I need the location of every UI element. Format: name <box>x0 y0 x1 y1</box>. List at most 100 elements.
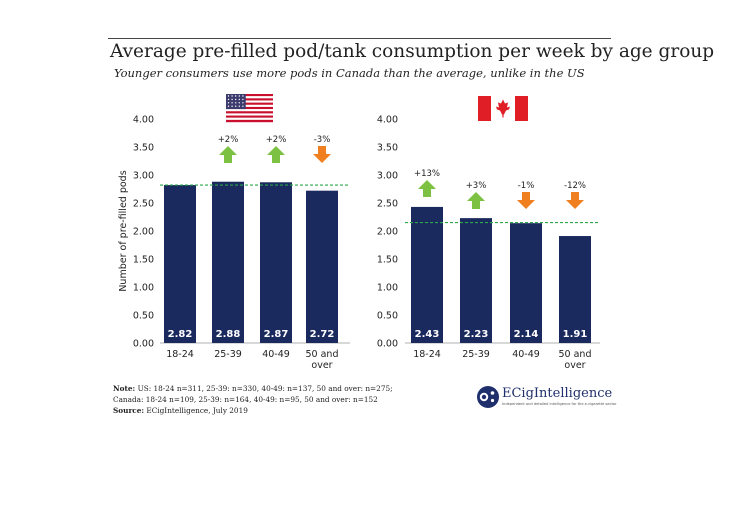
flag-canton <box>226 94 246 110</box>
notes: Note: US: 18-24 n=311, 25-39: n=330, 40-… <box>113 383 393 416</box>
chart-canada-xtick-label: 40-49 <box>512 349 540 360</box>
chart-title: Average pre-filled pod/tank consumption … <box>110 41 715 62</box>
chart-canada-ytick-label: 0.50 <box>377 311 398 322</box>
chart-us-ytick-label: 1.00 <box>133 283 154 294</box>
chart-canada-ytick-label: 3.50 <box>377 143 398 154</box>
chart-us-bar <box>306 190 338 343</box>
flag-stripe <box>226 113 273 116</box>
chart-us-ytick-label: 0.00 <box>133 339 154 350</box>
chart-canada-ytick-label: 4.00 <box>377 115 398 126</box>
chart-canada-up-arrow-icon <box>467 192 485 209</box>
note-label: Note: <box>113 384 136 393</box>
chart-us-ytick-label: 3.50 <box>133 143 154 154</box>
chart-canada-change-label: +13% <box>414 169 440 179</box>
chart-us-change-label: +2% <box>218 135 239 145</box>
flag-maple-stem <box>502 113 504 118</box>
xtick-line: 50 and <box>306 349 339 360</box>
flag-star <box>242 105 244 107</box>
flag-star <box>238 95 240 97</box>
chart-us-ytick-label: 2.00 <box>133 227 154 238</box>
flag-maple-leaf <box>496 99 510 115</box>
source-text: ECigIntelligence, July 2019 <box>144 406 248 415</box>
chart-us-ytick-label: 2.50 <box>133 199 154 210</box>
ecigintelligence-logo: ECigIntelligence Independent and detaile… <box>476 383 636 411</box>
chart-us-bar <box>164 185 196 343</box>
chart-canada-value-label: 1.91 <box>563 329 588 340</box>
flag-stripe <box>226 115 273 118</box>
chart-us-ytick-label: 0.50 <box>133 311 154 322</box>
chart-canada-xtick-label: 50 and over <box>559 349 592 371</box>
chart-us-bar <box>212 181 244 343</box>
flag-star <box>238 98 240 101</box>
flag-stripe <box>226 109 273 112</box>
chart-canada-change-label: -12% <box>564 181 586 191</box>
chart-us-value-label: 2.87 <box>264 329 289 340</box>
chart-us-up-arrow-icon <box>219 146 237 163</box>
chart-us-change-label: -3% <box>314 135 331 145</box>
title-rule <box>108 38 611 39</box>
chart-us-value-label: 2.82 <box>168 329 193 340</box>
chart-canada-ytick-label: 2.00 <box>377 227 398 238</box>
flag-band-left <box>478 96 491 121</box>
note-line-1: US: 18-24 n=311, 25-39: n=330, 40-49: n=… <box>135 384 393 393</box>
flag-star <box>242 102 244 104</box>
chart-subtitle: Younger consumers use more pods in Canad… <box>114 66 585 80</box>
flag-star <box>227 95 230 97</box>
chart-us-xtick-label: 40-49 <box>262 349 290 360</box>
chart-canada-down-arrow-icon <box>566 192 584 209</box>
chart-us-up-arrow-icon-shape <box>219 146 237 163</box>
chart-us-y-axis-title: Number of pre-filled pods <box>118 170 129 291</box>
chart-canada-down-arrow-icon-shape <box>517 192 535 209</box>
chart-canada-ytick-label: 0.00 <box>377 339 398 350</box>
chart-canada-ytick-label: 1.50 <box>377 255 398 266</box>
flag-star <box>231 105 233 107</box>
chart-us-down-arrow-icon <box>313 146 331 163</box>
chart-canada-value-label: 2.23 <box>464 329 489 340</box>
flag-star <box>231 98 233 101</box>
flag-star <box>227 102 230 104</box>
flag-star <box>238 102 240 104</box>
flag-star <box>242 95 244 97</box>
flag-star <box>227 98 230 101</box>
chart-us-value-label: 2.72 <box>310 329 335 340</box>
chart-canada-up-arrow-icon-shape <box>418 180 436 197</box>
chart-us-value-label: 2.88 <box>216 329 241 340</box>
flag-star <box>231 102 233 104</box>
flag-stripe <box>226 94 273 97</box>
flag-star <box>235 102 237 104</box>
chart-canada-up-arrow-icon <box>418 180 436 197</box>
chart-canada-bar <box>559 236 591 343</box>
source-label: Source: <box>113 406 145 415</box>
chart-canada-down-arrow-icon <box>517 192 535 209</box>
canada-flag-icon <box>478 96 528 121</box>
chart-us-ytick-label: 3.00 <box>133 171 154 182</box>
chart-us-xtick-label: 50 and over <box>306 349 339 371</box>
flag-stripe <box>226 98 273 101</box>
flag-stripe <box>226 104 273 108</box>
flag-stripe <box>226 96 273 99</box>
chart-canada-ytick-label: 3.00 <box>377 171 398 182</box>
flag-stripe <box>226 100 273 103</box>
chart-us-up-arrow-icon <box>267 146 285 163</box>
flag-stripe <box>226 102 273 105</box>
chart-us-bar <box>260 182 292 343</box>
flag-stripe <box>226 117 273 121</box>
chart-canada-ytick-label: 2.50 <box>377 199 398 210</box>
flag-stripe <box>226 111 273 114</box>
chart-us-change-label: +2% <box>266 135 287 145</box>
xtick-line: over <box>564 360 585 371</box>
flag-star <box>235 105 237 107</box>
us-flag-icon <box>226 94 273 123</box>
chart-canada-xtick-label: 18-24 <box>413 349 441 360</box>
chart-us-ytick-label: 4.00 <box>133 115 154 126</box>
flag-star <box>227 105 230 107</box>
chart-canada-down-arrow-icon-shape <box>566 192 584 209</box>
chart-canada-bar <box>411 206 443 343</box>
logo-name: ECigIntelligence <box>502 386 613 401</box>
chart-us-down-arrow-icon-shape <box>313 146 331 163</box>
chart-canada-ytick-label: 1.00 <box>377 283 398 294</box>
chart-canada-change-label: -1% <box>518 181 535 191</box>
logo-mark-icon <box>477 386 499 408</box>
logo-tagline: Independent and detailed intelligence fo… <box>502 402 617 406</box>
